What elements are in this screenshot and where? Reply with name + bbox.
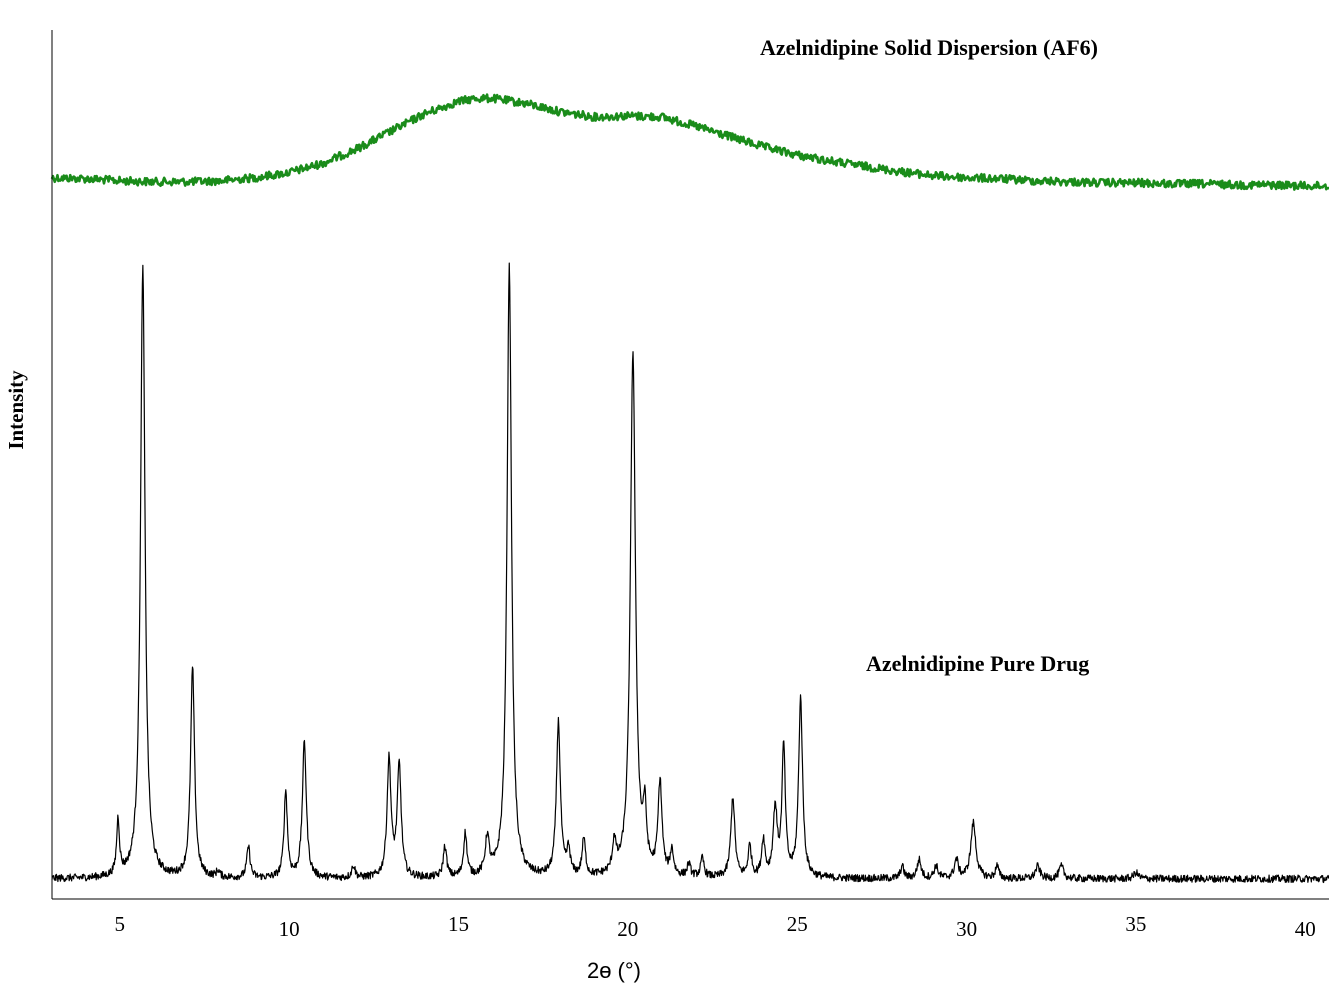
x-tick-label-10: 10: [279, 917, 300, 941]
x-tick-label-15: 15: [448, 912, 469, 936]
x-tick-label-25: 25: [787, 912, 808, 936]
annotation-pure-drug: Azelnidipine Pure Drug: [866, 651, 1089, 676]
axes-layer: [51, 30, 1329, 900]
series-layer: [50, 93, 1329, 884]
annotation-solid-dispersion: Azelnidipine Solid Dispersion (AF6): [760, 35, 1098, 60]
x-tick-label-20: 20: [617, 917, 638, 941]
y-axis-title: Intensity: [4, 370, 28, 450]
x-tick-label-5: 5: [114, 912, 125, 936]
x-tick-label-40: 40: [1295, 917, 1316, 941]
series-line-pure-drug: [51, 262, 1329, 884]
x-axis-title: 2ɵ (°): [587, 958, 641, 983]
x-tick-labels: 5 10 15 20 25 30 35 40: [114, 912, 1315, 941]
x-tick-label-35: 35: [1125, 912, 1146, 936]
x-tick-label-30: 30: [956, 917, 977, 941]
series-line-solid-dispersion-af6: [50, 93, 1329, 191]
